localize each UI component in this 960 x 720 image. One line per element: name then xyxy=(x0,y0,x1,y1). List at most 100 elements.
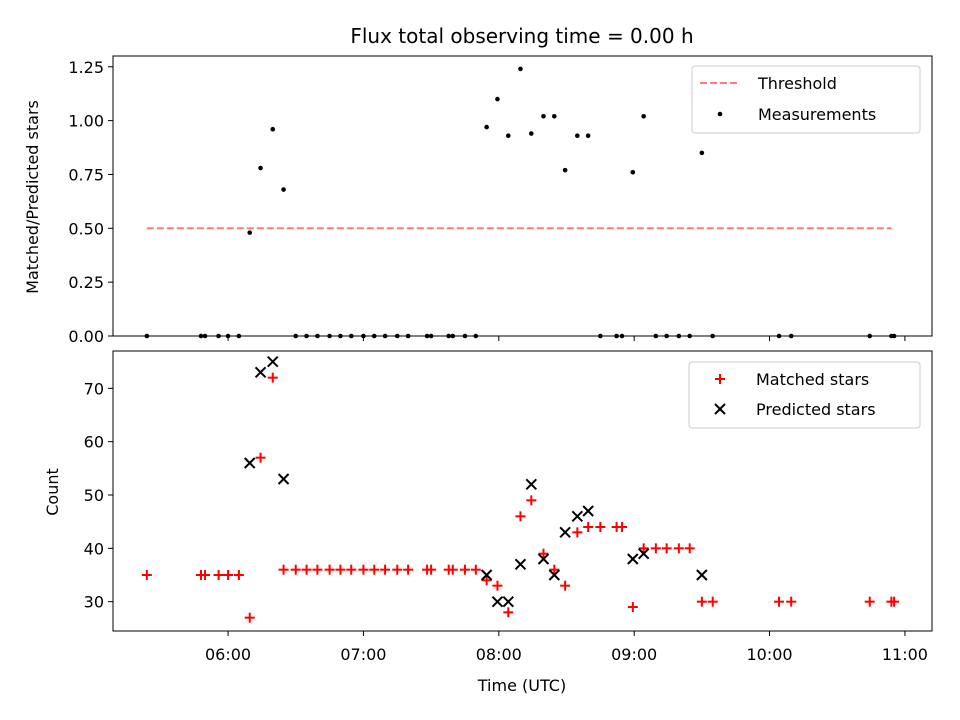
top-y-axis-label: Matched/Predicted stars xyxy=(23,100,42,294)
matched-star-point xyxy=(392,564,403,575)
bottom-y-tick-label: 50 xyxy=(84,486,104,505)
measurement-point xyxy=(541,114,546,119)
matched-star-point xyxy=(774,596,785,607)
top-y-tick-label: 0.75 xyxy=(68,165,104,184)
matched-star-point xyxy=(223,570,234,580)
top-y-tick-label: 0.25 xyxy=(68,273,104,292)
bottom-y-axis-label: Count xyxy=(43,468,62,516)
predicted-star-point xyxy=(637,547,650,560)
matched-star-point xyxy=(346,564,357,575)
bottom-x-tick-label: 10:00 xyxy=(746,645,792,664)
predicted-star-point xyxy=(537,553,550,565)
measurement-point xyxy=(338,333,343,339)
measurement-point xyxy=(371,333,377,339)
measurement-point xyxy=(202,333,208,339)
measurement-point xyxy=(382,333,388,339)
measurement-point xyxy=(293,333,299,339)
matched-star-point xyxy=(515,511,526,522)
predicted-star-point xyxy=(559,526,571,539)
measurement-point xyxy=(788,333,794,339)
bottom-x-tick-label: 11:00 xyxy=(882,645,928,664)
predicted-star-point xyxy=(502,595,514,608)
matched-star-point xyxy=(627,602,638,612)
matched-star-point xyxy=(447,564,458,575)
matched-star-point xyxy=(244,612,255,623)
measurement-point xyxy=(462,333,468,339)
matched-star-point xyxy=(213,570,224,580)
matched-star-point xyxy=(335,564,346,575)
measurement-point xyxy=(630,170,636,175)
top-y-tick-label: 1.25 xyxy=(68,58,104,77)
legend-measurements-label: Measurements xyxy=(758,105,876,124)
measurement-point xyxy=(270,126,276,132)
measurement-point xyxy=(699,150,705,156)
measurement-point xyxy=(236,333,242,339)
predicted-star-point xyxy=(525,478,538,491)
measurement-point xyxy=(361,333,366,339)
measurement-point xyxy=(304,333,309,339)
measurement-point xyxy=(687,333,692,339)
legend-predicted-label: Predicted stars xyxy=(756,400,876,419)
matched-star-point xyxy=(864,596,875,607)
measurement-point xyxy=(450,333,456,339)
top-y-tick-label: 1.00 xyxy=(68,112,104,131)
legend-predicted-swatch xyxy=(714,403,726,415)
matched-star-point xyxy=(707,596,718,607)
measurement-point xyxy=(518,66,523,72)
matched-star-point xyxy=(301,564,312,575)
predicted-star-point xyxy=(548,569,561,581)
matched-star-point xyxy=(470,564,481,575)
measurement-point xyxy=(144,333,150,339)
bottom-legend: Matched stars Predicted stars xyxy=(688,361,921,429)
measurement-point xyxy=(528,131,534,136)
matched-star-point xyxy=(673,543,684,554)
matched-star-point xyxy=(786,596,797,607)
matched-star-point xyxy=(369,564,380,575)
predicted-star-point xyxy=(480,569,493,581)
matched-star-point xyxy=(684,543,695,554)
matched-star-point xyxy=(492,580,503,591)
predicted-star-point xyxy=(582,505,594,517)
measurement-point xyxy=(598,333,603,339)
matched-star-point xyxy=(380,564,391,575)
measurement-point xyxy=(619,333,625,339)
predicted-star-point xyxy=(514,558,527,571)
predicted-star-point xyxy=(244,457,256,469)
legend-matched-swatch xyxy=(715,374,725,384)
matched-star-point xyxy=(267,372,278,383)
bottom-x-tick-label: 08:00 xyxy=(476,645,522,664)
measurement-point xyxy=(247,230,253,235)
measurement-point xyxy=(891,333,897,339)
measurement-point xyxy=(575,133,580,138)
matched-star-point xyxy=(233,570,244,580)
measurement-point xyxy=(327,333,332,339)
top-panel: 0.00 0.25 0.50 0.75 1.00 1.25 xyxy=(68,55,933,346)
bottom-y-tick-label: 70 xyxy=(84,379,104,398)
matched-star-point xyxy=(661,543,672,554)
matched-star-point xyxy=(141,570,152,580)
matched-star-point xyxy=(278,564,289,575)
matched-star-point xyxy=(255,452,266,463)
predicted-star-point xyxy=(254,366,267,379)
matched-star-point xyxy=(560,580,571,591)
matched-star-point xyxy=(583,522,594,532)
matched-star-point xyxy=(572,527,583,538)
matched-star-point xyxy=(638,543,649,554)
measurement-point xyxy=(394,333,400,339)
measurement-point xyxy=(315,333,320,339)
measurement-point xyxy=(505,133,511,138)
matched-star-point xyxy=(616,522,627,532)
legend-measurements-swatch xyxy=(717,111,723,117)
measurement-point xyxy=(710,333,715,339)
measurement-point xyxy=(428,333,434,339)
bottom-x-tick-label: 06:00 xyxy=(205,645,251,664)
measurement-point xyxy=(614,333,619,339)
bottom-y-tick-label: 40 xyxy=(84,539,104,558)
bottom-x-tick-label: 07:00 xyxy=(340,645,386,664)
matched-star-point xyxy=(403,564,414,575)
matched-star-point xyxy=(696,596,707,607)
legend-threshold-label: Threshold xyxy=(757,74,837,93)
matched-star-point xyxy=(889,596,900,607)
matched-star-point xyxy=(358,564,369,575)
matched-star-point xyxy=(200,570,211,580)
